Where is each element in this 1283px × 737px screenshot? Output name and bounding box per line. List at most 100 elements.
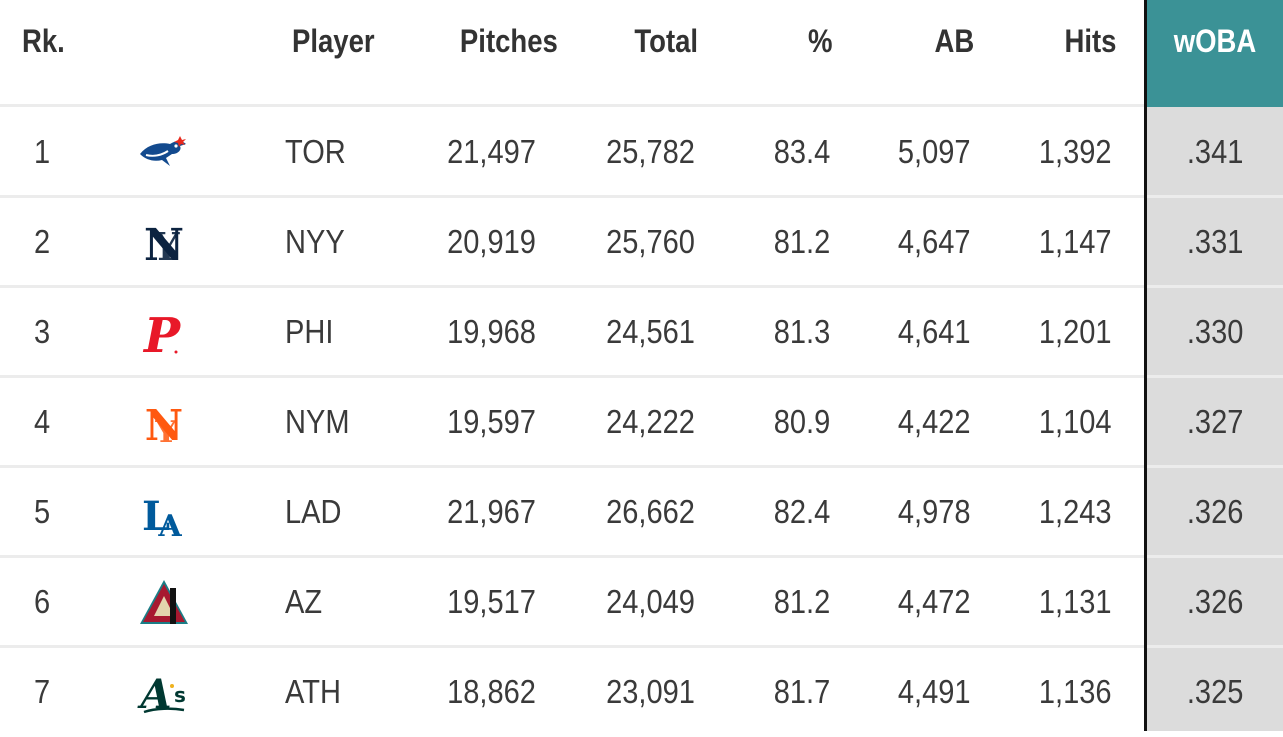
cell-total: 24,561 [606,313,695,350]
cell-rank: 5 [34,493,51,530]
cell-woba: .330 [1147,287,1283,377]
cell-team[interactable]: LAD [285,493,342,530]
cell-woba-value: .326 [1186,493,1244,530]
cell-percent: 82.4 [773,493,830,530]
cell-team[interactable]: AZ [285,583,323,620]
table-header-row: Rk. Player Pitches Total % AB Hits [0,0,1283,107]
cell-ab: 4,978 [898,493,971,530]
cell-hits: 1,131 [1039,583,1112,620]
cell-woba: .341 [1147,107,1283,197]
cell-total: 23,091 [606,673,695,710]
cell-pitches: 19,517 [447,583,536,620]
cell-woba-value: .330 [1186,313,1244,350]
cell-ab: 5,097 [898,133,971,170]
cell-team[interactable]: NYY [285,223,345,260]
svg-text:N: N [145,401,183,450]
table-row[interactable]: 2 NYY 20,919 25,760 81.2 4,647 1,147 N Y .331 [0,197,1283,287]
header-woba[interactable]: wOBA [1147,0,1283,107]
cell-woba: .327 [1147,377,1283,467]
cell-woba: .325 [1147,647,1283,737]
cell-hits: 1,147 [1039,223,1112,260]
table-row[interactable]: 5 LAD 21,967 26,662 82.4 4,978 1,243 L A .326 [0,467,1283,557]
cell-woba-value: .326 [1186,583,1244,620]
cell-woba-value: .341 [1186,133,1244,170]
svg-text:P: P [142,308,182,360]
cell-woba: .331 [1147,197,1283,287]
svg-text:Y: Y [154,415,177,450]
header-hits[interactable]: Hits [1064,23,1116,59]
row-separator [0,465,1283,468]
column-divider [1144,0,1147,731]
cell-woba: .326 [1147,557,1283,647]
cell-hits: 1,136 [1039,673,1112,710]
header-rank[interactable]: Rk. [22,23,65,59]
cell-percent: 81.7 [773,673,830,710]
header-total[interactable]: Total [634,23,698,59]
cell-ab: 4,641 [898,313,971,350]
table-row[interactable]: 4 NYM 19,597 24,222 80.9 4,422 1,104 N Y .327 [0,377,1283,467]
cell-hits: 1,243 [1039,493,1112,530]
cell-rank: 3 [34,313,51,350]
svg-text:A: A [157,509,182,540]
cell-rank: 2 [34,223,51,260]
header-pitches[interactable]: Pitches [460,23,558,59]
cell-team[interactable]: TOR [285,133,346,170]
cell-rank: 4 [34,403,51,440]
cell-ab: 4,472 [898,583,971,620]
svg-text:Y: Y [151,224,180,269]
cell-percent: 83.4 [773,133,830,170]
cell-hits: 1,392 [1039,133,1112,170]
cell-rank: 1 [34,133,51,170]
cell-team[interactable]: ATH [285,673,341,710]
cell-percent: 81.2 [773,583,830,620]
row-separator [0,375,1283,378]
cell-percent: 81.2 [773,223,830,260]
cell-pitches: 19,968 [447,313,536,350]
table-row[interactable]: 6 AZ 19,517 24,049 81.2 4,472 1,131 .326 [0,557,1283,647]
cell-rank: 6 [34,583,51,620]
cell-woba-value: .331 [1186,223,1244,260]
table-row[interactable]: 3 PHI 19,968 24,561 81.3 4,641 1,201 P .330 [0,287,1283,377]
cell-pitches: 19,597 [447,403,536,440]
row-separator [0,645,1283,648]
cell-pitches: 21,497 [447,133,536,170]
cell-rank: 7 [34,673,51,710]
cell-ab: 4,491 [898,673,971,710]
table-row[interactable]: 1 TOR 21,497 25,782 83.4 5,097 1,392 .341 [0,107,1283,197]
cell-woba-value: .327 [1186,403,1244,440]
cell-team[interactable]: PHI [285,313,334,350]
cell-woba-value: .325 [1186,673,1244,710]
woba-column-highlight [1147,107,1283,731]
cell-percent: 80.9 [773,403,830,440]
row-separator [0,195,1283,198]
header-woba-label: wOBA [1173,23,1257,59]
cell-pitches: 21,967 [447,493,536,530]
row-separator [0,555,1283,558]
cell-total: 25,782 [606,133,695,170]
cell-hits: 1,201 [1039,313,1112,350]
cell-total: 24,222 [606,403,695,440]
cell-team[interactable]: NYM [285,403,350,440]
cell-total: 25,760 [606,223,695,260]
svg-text:L: L [142,493,170,540]
cell-total: 26,662 [606,493,695,530]
header-player[interactable]: Player [292,23,375,59]
cell-hits: 1,104 [1039,403,1112,440]
phillies-logo-icon: P [136,304,192,364]
diamondbacks-logo-icon [136,574,192,630]
svg-text:N: N [144,220,184,270]
cell-pitches: 20,919 [447,223,536,260]
cell-percent: 81.3 [773,313,830,350]
header-ab[interactable]: AB [934,23,974,59]
svg-text:s: s [174,683,186,707]
header-percent[interactable]: % [807,23,832,59]
cell-ab: 4,422 [898,403,971,440]
cell-total: 24,049 [606,583,695,620]
blue-jays-logo-icon [136,124,192,180]
